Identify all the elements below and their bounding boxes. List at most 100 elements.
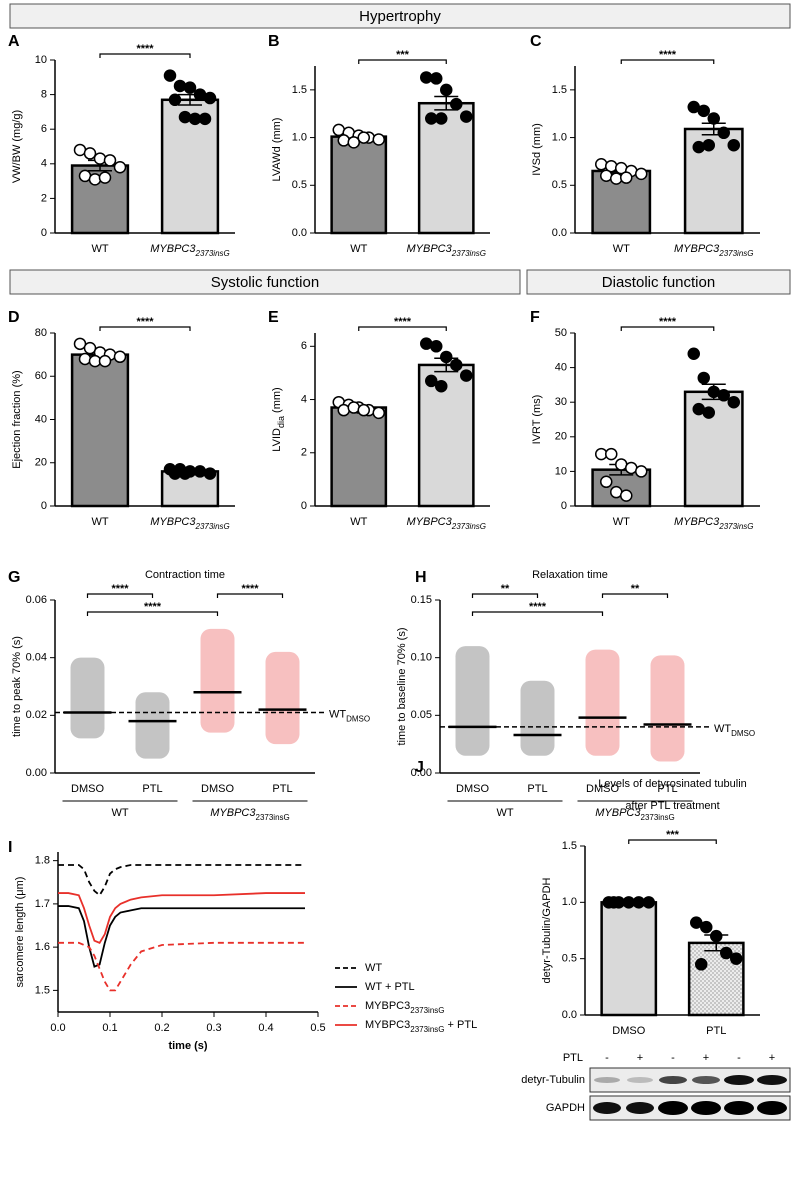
y-axis-title: detyr-Tubulin/GAPDH — [541, 877, 553, 983]
significance-label: *** — [666, 829, 680, 841]
series-line — [58, 864, 305, 897]
significance-bracket — [358, 326, 447, 331]
y-tick-label: 4 — [301, 393, 307, 405]
y-axis-title-part: (mm) — [271, 387, 283, 416]
chart-title: Levels of detyrosinated tubulin — [598, 778, 747, 790]
label-subscript: 2373insG — [410, 1006, 444, 1015]
y-tick-label: 0.0 — [562, 1009, 577, 1021]
data-point — [103, 154, 117, 167]
y-axis-title: LVIDdia (mm) — [271, 387, 286, 451]
significance-label: **** — [529, 601, 547, 613]
data-point — [98, 171, 112, 184]
y-tick-label: 10 — [555, 465, 567, 477]
data-point — [620, 171, 633, 184]
point-cloud — [585, 649, 620, 756]
data-point — [700, 920, 713, 934]
panel-letter: J — [415, 759, 424, 776]
x-tick-label: PTL — [657, 783, 677, 795]
y-tick-label: 1.8 — [35, 855, 50, 867]
x-tick-label: 0.2 — [154, 1022, 169, 1034]
y-tick-label: 0.05 — [411, 709, 432, 721]
bar — [330, 135, 388, 235]
blot-row — [589, 1095, 791, 1121]
significance-bracket — [86, 593, 154, 598]
data-point — [717, 389, 730, 402]
category-subscript: 2373insG — [451, 522, 486, 531]
data-point — [460, 110, 473, 123]
y-tick-label: 1.5 — [552, 84, 567, 96]
significance-bracket — [358, 59, 447, 64]
significance-label: **** — [659, 316, 677, 328]
data-point — [372, 406, 385, 420]
label-text: MYBPC3 — [365, 1000, 410, 1012]
y-tick-label: 0.0 — [292, 227, 307, 239]
y-tick-label: 0.04 — [26, 652, 47, 664]
point-cloud — [265, 651, 300, 745]
x-tick-label: MYBPC32373insG — [674, 243, 754, 258]
significance-bracket — [601, 593, 669, 598]
band — [757, 1075, 787, 1085]
significance-label: **** — [394, 316, 412, 328]
category: WT — [350, 516, 367, 528]
y-tick-label: 0.5 — [552, 179, 567, 191]
data-point — [93, 152, 107, 165]
y-tick-label: 1.5 — [35, 984, 50, 996]
legend-label: WT — [365, 962, 382, 974]
x-tick-label: DMSO — [71, 783, 104, 795]
category: WT — [350, 243, 367, 255]
blot-lane: - — [605, 1052, 609, 1064]
y-tick-label: 40 — [555, 362, 567, 374]
x-tick-label: DMSO — [201, 783, 234, 795]
data-point — [460, 369, 473, 382]
y-tick-label: 2 — [41, 192, 47, 204]
y-axis-title: IVSd (mm) — [531, 123, 543, 176]
data-point — [178, 110, 192, 124]
group-label: MYBPC32373insG — [210, 807, 290, 822]
y-tick-label: 50 — [555, 327, 567, 339]
significance-bracket — [471, 593, 539, 598]
data-point — [717, 126, 730, 140]
x-tick-label: WT — [91, 243, 108, 255]
data-point — [420, 337, 433, 350]
category: MYBPC3 — [150, 516, 196, 528]
bar — [70, 353, 130, 508]
data-point — [372, 133, 385, 146]
y-tick-label: 40 — [35, 413, 47, 425]
data-point — [642, 896, 655, 909]
data-point — [178, 467, 192, 480]
label-text: WT — [365, 962, 382, 974]
blot-row-label: detyr-Tubulin — [521, 1074, 585, 1086]
x-tick-label: PTL — [706, 1025, 726, 1037]
significance-label: **** — [111, 583, 129, 595]
section-title: Diastolic function — [602, 274, 715, 291]
significance-bracket — [628, 839, 717, 844]
data-point — [607, 896, 620, 909]
blot-row-label: GAPDH — [546, 1102, 585, 1114]
data-point — [98, 354, 112, 368]
category: MYBPC3 — [674, 243, 720, 255]
band — [594, 1077, 620, 1083]
data-point — [692, 140, 705, 154]
group-label: MYBPC32373insG — [595, 807, 675, 822]
category: MYBPC3 — [407, 243, 453, 255]
y-tick-label: 0.00 — [26, 767, 47, 779]
category: MYBPC3 — [150, 243, 196, 255]
reference-label: WTDMSO — [714, 723, 755, 738]
significance-bracket — [86, 611, 219, 616]
bar — [600, 901, 658, 1017]
y-tick-label: 0.5 — [292, 179, 307, 191]
x-tick-label: DMSO — [612, 1025, 645, 1037]
blot-lane: + — [703, 1052, 709, 1064]
data-point — [357, 403, 370, 417]
significance-bracket — [99, 326, 191, 331]
x-tick-label: MYBPC32373insG — [407, 516, 487, 531]
data-point — [425, 374, 438, 388]
x-tick-label: 0.4 — [258, 1022, 273, 1034]
y-tick-label: 0.02 — [26, 709, 47, 721]
x-tick-label: WT — [613, 243, 630, 255]
data-point — [697, 371, 710, 385]
data-point — [595, 158, 608, 171]
data-point — [347, 136, 360, 149]
label-subscript: 2373insG — [410, 1025, 444, 1034]
x-tick-label: MYBPC32373insG — [150, 243, 230, 258]
